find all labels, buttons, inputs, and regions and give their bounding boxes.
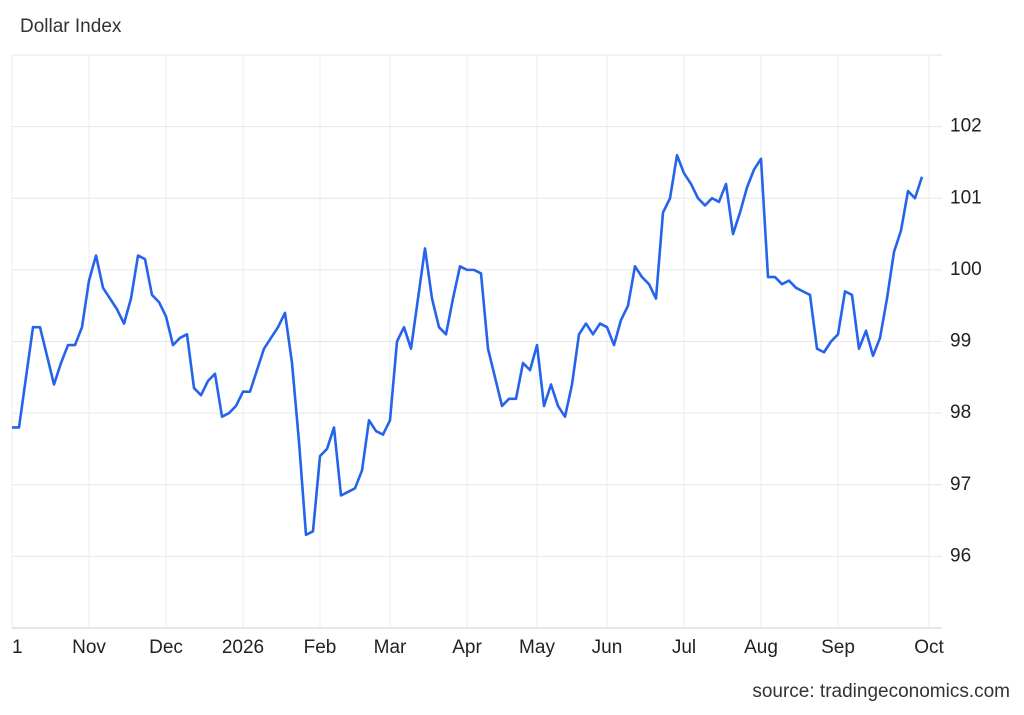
x-tick-label: Dec [149,637,183,658]
source: source: tradingeconomics.com [752,681,1010,702]
x-tick-label: Nov [72,637,106,658]
data-line [12,153,924,537]
x-tick-label: 1 [12,637,23,658]
y-tick-label: 99 [950,331,971,352]
y-tick-label: 97 [950,474,971,495]
x-tick-label: Sep [821,637,855,658]
y-tick-label: 101 [950,187,982,208]
y-tick-label: 100 [950,259,982,280]
x-tick-label: Jul [672,637,696,658]
x-tick-label: Aug [744,637,778,658]
x-tick-label: Oct [914,637,944,658]
x-tick-label: Mar [374,637,407,658]
x-tick-label: Jun [592,637,623,658]
chart-title: Dollar Index [20,16,122,37]
x-tick-label: 2026 [222,637,264,658]
x-tick-label: Apr [452,637,482,658]
y-tick-label: 96 [950,545,971,566]
x-tick-label: May [519,637,555,658]
x-tick-label: Feb [304,637,337,658]
y-tick-label: 98 [950,402,971,423]
y-tick-label: 102 [950,116,982,137]
